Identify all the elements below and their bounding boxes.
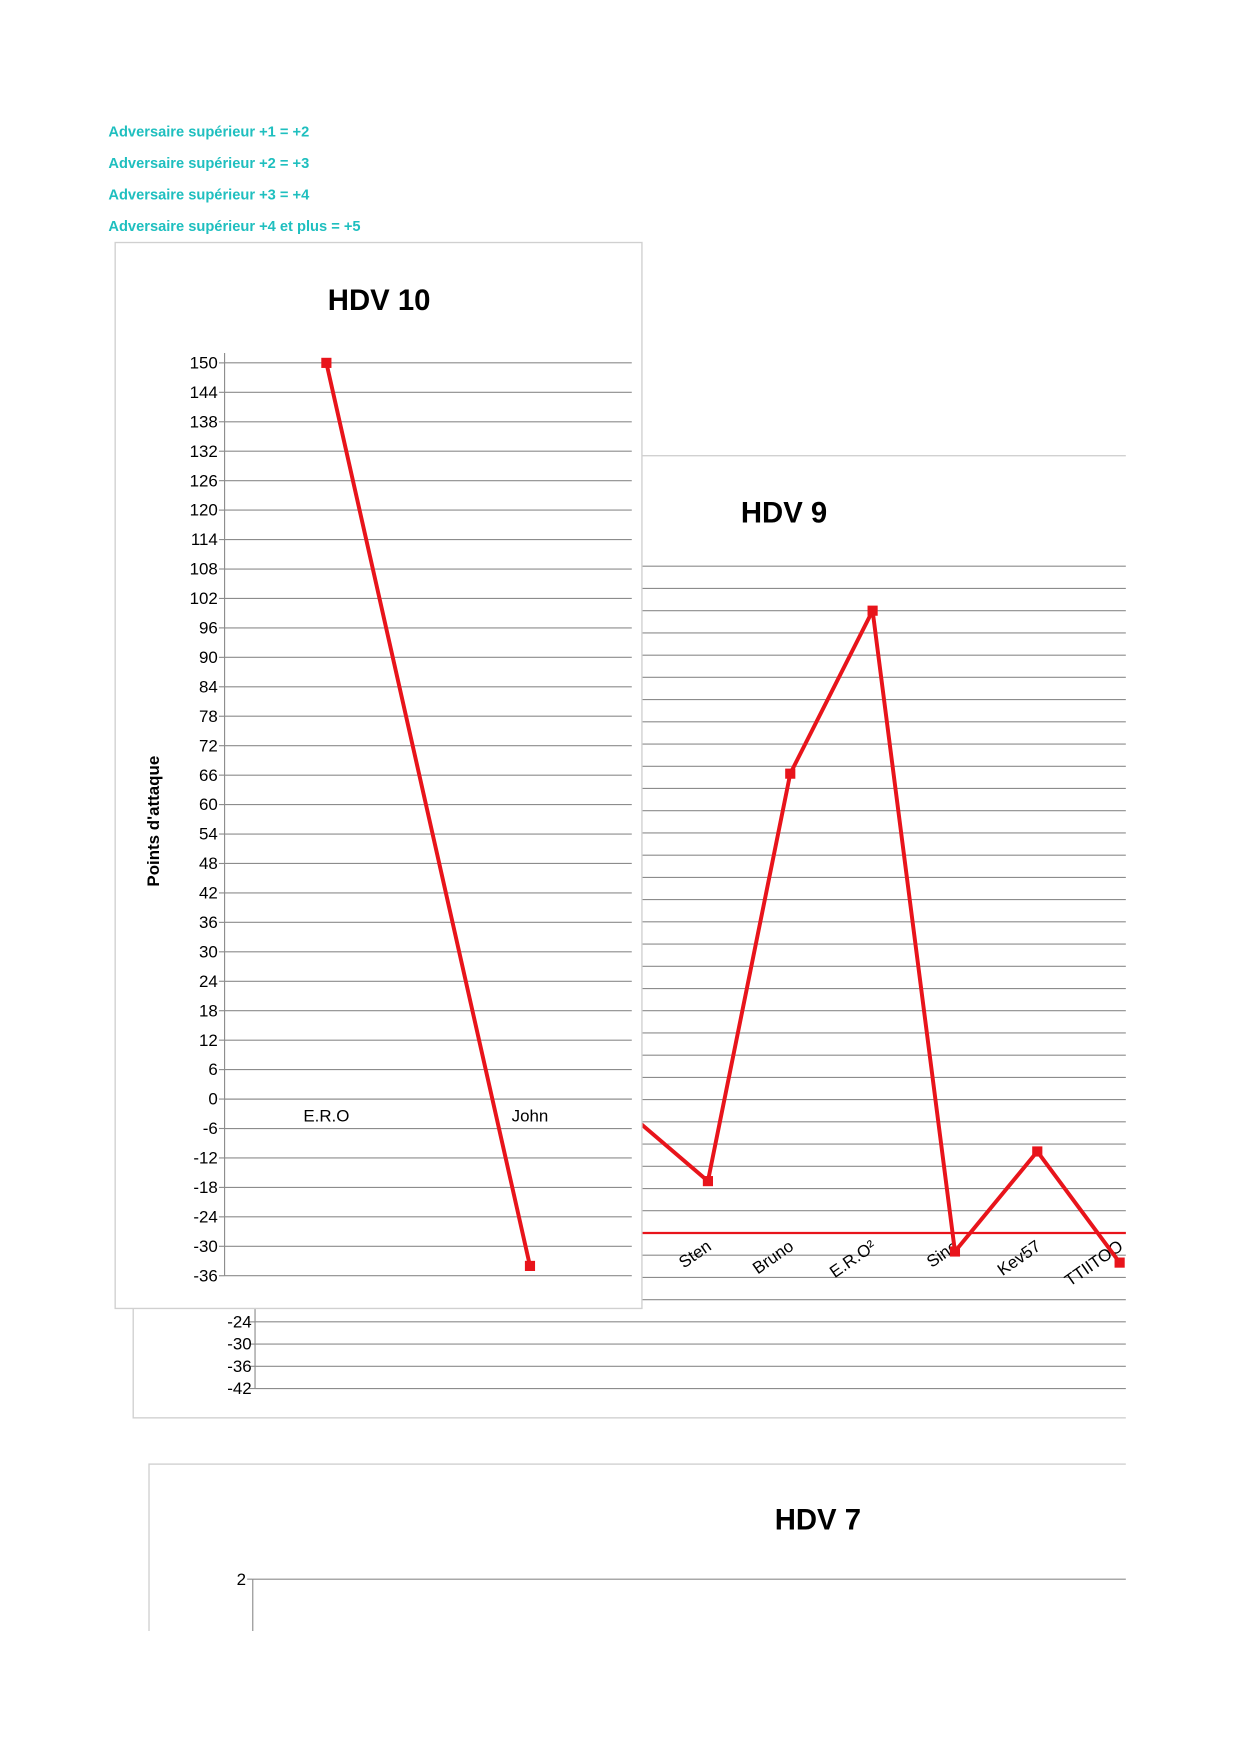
y-tick-label: 84 [199,677,218,696]
y-tick-label: 2 [237,1570,246,1589]
series-line [324,362,532,1267]
y-tick-label: 138 [190,412,218,431]
y-tick-label: 36 [199,913,218,932]
y-tick-label: -42 [227,1379,251,1398]
chart: HDV 10 Points d'attaque -36 -30 -24 -18 -12 -6 0… [114,241,643,1310]
y-tick-label: 66 [199,766,218,785]
point-marker [867,605,878,616]
y-tick-label: 144 [190,383,218,402]
y-tick-label: -12 [193,1149,217,1168]
note: Adversaire supérieur +4 et plus = +5 [108,219,360,235]
y-tick-label: 108 [190,560,218,579]
y-tick-label: 120 [190,501,218,520]
y-tick-label: 0 [208,1090,217,1109]
y-tick-label: 90 [199,648,218,667]
y-tick-label: 12 [199,1031,218,1050]
point-marker [321,357,332,368]
notes: Adversaire supérieur +1 = +2 Adversaire … [108,124,360,235]
y-tick-label: 30 [199,942,218,961]
y-tick-label: -30 [193,1237,217,1256]
chart-title: HDV 10 [328,284,431,317]
y-tick-label: 150 [190,354,218,373]
y-tick-label: 18 [199,1001,218,1020]
chart-box [148,1463,1126,1632]
point-marker [702,1176,713,1187]
note: Adversaire supérieur +3 = +4 [108,188,310,204]
y-tick-label: 78 [199,707,218,726]
y-tick-label: 126 [190,471,218,490]
y-tick-label: 24 [199,972,218,991]
y-tick-label: 102 [190,589,218,608]
x-tick-label: John [512,1107,549,1126]
y-tick-label: -6 [203,1119,218,1138]
point-marker [949,1246,961,1257]
y-tick-label: 96 [199,619,218,638]
x-tick-label: E.R.O [303,1107,349,1126]
y-tick-label: -24 [227,1313,251,1332]
note: Adversaire supérieur +1 = +2 [108,124,309,140]
y-tick-label: -18 [193,1178,217,1197]
y-tick-label: 48 [199,854,218,873]
y-tick-label: -36 [227,1357,251,1376]
chart-title: HDV 9 [741,496,827,529]
point-marker [785,768,796,779]
point-marker [524,1260,536,1271]
y-tick-label: 42 [199,884,218,903]
charts: HDV 9 -42 -36 -30 -24 -18 -12 -6 0 6 12 18 24 30 36 42 4… [114,241,1126,1632]
y-tick-label: -24 [193,1207,217,1226]
note: Adversaire supérieur +2 = +3 [108,156,309,172]
chart: HDV 7 2 [148,1463,1126,1632]
chart-title: HDV 7 [775,1504,861,1537]
point-marker [1114,1257,1125,1268]
y-tick-label: 6 [208,1060,217,1079]
point-marker [1032,1146,1043,1157]
y-tick-label: 114 [191,530,218,549]
y-tick-label: -30 [227,1335,251,1354]
y-tick-label: -36 [193,1266,217,1285]
y-tick-label: 60 [199,795,218,814]
y-tick-label: 132 [190,442,218,461]
y-axis-title: Points d'attaque [144,756,163,887]
y-tick-label: 54 [199,825,218,844]
y-tick-label: 72 [199,736,218,755]
